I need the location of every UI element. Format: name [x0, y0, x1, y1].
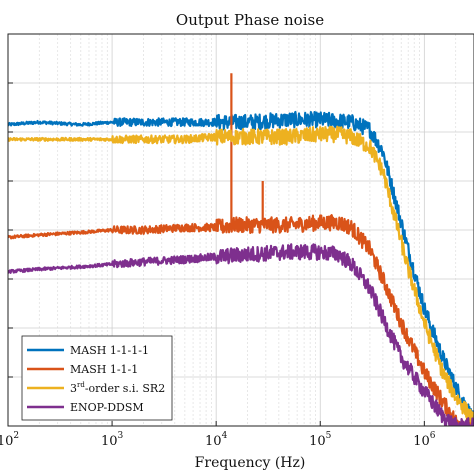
x-tick-label: 102: [0, 431, 19, 449]
x-axis-label: Frequency (Hz): [195, 455, 306, 471]
legend: MASH 1-1-1-1 MASH 1-1-1 3rd-order s.i. SR2…: [21, 335, 173, 421]
series-line-2: [8, 73, 474, 426]
plot-frame: [7, 33, 474, 427]
legend-entry: MASH 1-1-1: [70, 363, 138, 376]
legend-entry: MASH 1-1-1-1: [70, 344, 149, 357]
series-line-1: [8, 110, 474, 424]
x-tick-label: 106: [413, 431, 436, 449]
series-layer: [8, 73, 474, 426]
series-line-3: [8, 125, 474, 426]
legend-entry: ENOP-DDSM: [70, 401, 144, 414]
x-tick-label: 103: [101, 431, 124, 449]
chart-title: Output Phase noise: [176, 11, 324, 29]
legend-entry: 3rd-order s.i. SR2: [70, 381, 165, 395]
x-tick-labels: 102 103 104 105 106: [0, 421, 436, 449]
x-tick-label: 104: [205, 431, 228, 449]
x-tick-label: 105: [309, 431, 332, 449]
series-line-4: [8, 243, 474, 426]
